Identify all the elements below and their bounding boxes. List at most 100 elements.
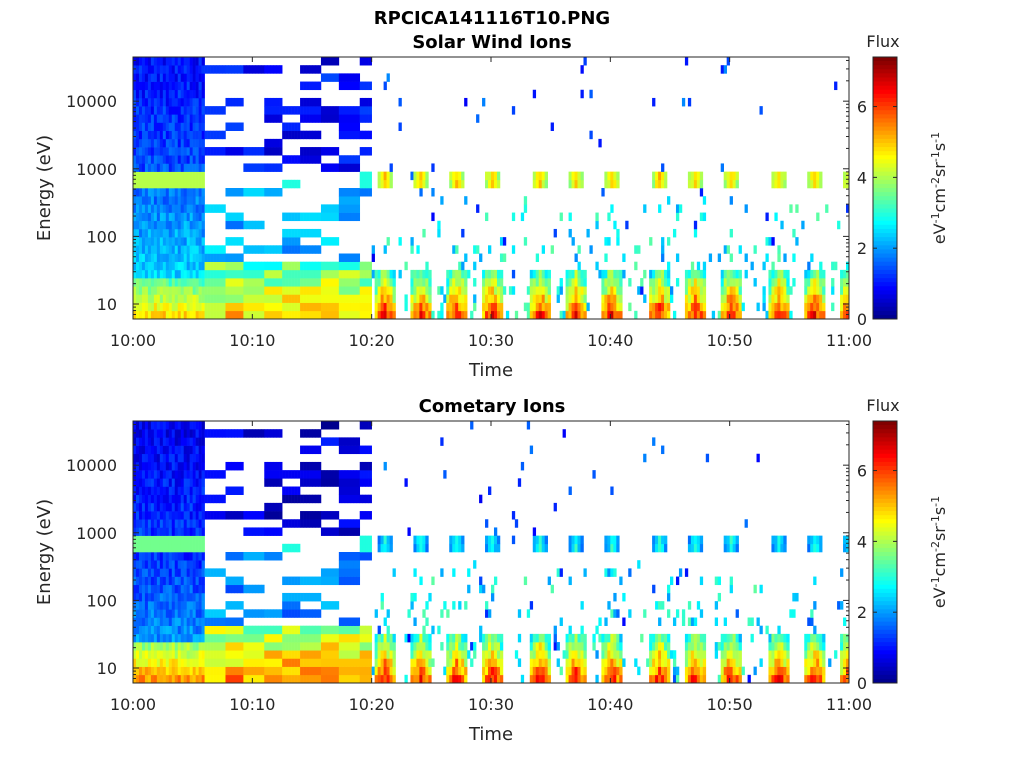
- heatmap-cell: [574, 294, 578, 303]
- heatmap-cell: [192, 617, 196, 626]
- heatmap-cell: [186, 633, 190, 643]
- heatmap-cell: [252, 584, 256, 594]
- heatmap-cell: [681, 617, 686, 626]
- heatmap-cell: [171, 204, 176, 213]
- heatmap-cell: [687, 617, 692, 626]
- heatmap-cell: [350, 73, 355, 82]
- heatmap-cell: [189, 642, 193, 651]
- heatmap-cell: [195, 81, 199, 91]
- heatmap-cell: [350, 642, 355, 651]
- colorbar-segment: [873, 245, 897, 250]
- heatmap-cell: [362, 278, 366, 287]
- heatmap-cell: [133, 642, 137, 651]
- heatmap-cell: [344, 163, 349, 172]
- heatmap-cell: [317, 97, 322, 107]
- heatmap-cell: [150, 294, 155, 303]
- heatmap-cell: [338, 642, 343, 651]
- heatmap-cell: [422, 269, 426, 279]
- heatmap-cell: [320, 237, 325, 246]
- heatmap-cell: [717, 253, 722, 262]
- heatmap-cell: [383, 543, 387, 553]
- heatmap-cell: [168, 138, 173, 148]
- heatmap-cell: [335, 261, 340, 271]
- heatmap-cell: [300, 429, 304, 438]
- heatmap-cell: [795, 204, 799, 213]
- heatmap-cell: [162, 584, 167, 594]
- heatmap-cell: [186, 453, 190, 463]
- heatmap-cell: [368, 147, 372, 156]
- heatmap-cell: [565, 278, 569, 287]
- heatmap-cell: [768, 269, 772, 279]
- heatmap-cell: [320, 310, 325, 320]
- heatmap-cell: [168, 253, 173, 262]
- heatmap-cell: [491, 535, 495, 545]
- heatmap-cell: [270, 302, 274, 312]
- heatmap-cell: [365, 511, 369, 520]
- heatmap-cell: [141, 286, 146, 295]
- heatmap-cell: [329, 57, 334, 66]
- heatmap-cell: [186, 592, 190, 602]
- heatmap-cell: [180, 502, 185, 512]
- heatmap-cell: [282, 494, 286, 504]
- heatmap-cell: [314, 666, 319, 676]
- heatmap-cell: [183, 228, 187, 238]
- heatmap-cell: [449, 269, 453, 279]
- heatmap-cell: [177, 461, 182, 471]
- heatmap-cell: [189, 130, 193, 140]
- heatmap-cell: [496, 650, 501, 659]
- heatmap-cell: [147, 196, 152, 205]
- heatmap-cell: [610, 666, 614, 676]
- heatmap-cell: [180, 179, 185, 189]
- heatmap-cell: [607, 179, 611, 189]
- heatmap-cell: [300, 228, 304, 238]
- heatmap-cell: [255, 650, 259, 659]
- heatmap-cell: [291, 666, 295, 676]
- heatmap-cell: [141, 122, 146, 131]
- heatmap-cell: [210, 650, 214, 659]
- heatmap-cell: [144, 196, 149, 205]
- heatmap-cell: [180, 633, 185, 643]
- heatmap-cell: [338, 650, 343, 659]
- heatmap-cell: [174, 601, 179, 610]
- heatmap-cell: [273, 478, 277, 487]
- heatmap-cell: [359, 294, 364, 303]
- heatmap-cell: [267, 106, 271, 115]
- heatmap-cell: [320, 666, 325, 676]
- heatmap-cell: [156, 237, 161, 246]
- heatmap-cell: [144, 155, 149, 164]
- heatmap-cell: [416, 278, 420, 287]
- heatmap-cell: [661, 642, 665, 651]
- heatmap-cell: [201, 461, 205, 471]
- heatmap-cell: [568, 302, 572, 312]
- heatmap-cell: [282, 470, 286, 479]
- heatmap-cell: [150, 560, 155, 569]
- heatmap-cell: [141, 57, 146, 66]
- heatmap-cell: [213, 269, 217, 279]
- heatmap-cell: [234, 294, 238, 303]
- heatmap-cell: [425, 269, 429, 279]
- heatmap-cell: [732, 171, 736, 181]
- heatmap-cell: [580, 625, 584, 635]
- heatmap-cell: [491, 633, 495, 643]
- heatmap-cell: [356, 560, 361, 569]
- heatmap-cell: [189, 478, 193, 487]
- heatmap-cell: [258, 261, 262, 271]
- heatmap-cell: [174, 228, 179, 238]
- heatmap-cell: [300, 245, 304, 254]
- heatmap-cell: [425, 658, 429, 667]
- heatmap-cell: [404, 294, 408, 303]
- heatmap-cell: [458, 286, 462, 295]
- heatmap-cell: [383, 666, 387, 676]
- heatmap-cell: [667, 286, 671, 295]
- heatmap-cell: [341, 470, 346, 479]
- heatmap-cell: [446, 674, 450, 684]
- heatmap-cell: [198, 601, 202, 610]
- heatmap-cell: [153, 674, 158, 684]
- heatmap-cell: [461, 658, 465, 667]
- heatmap-cell: [661, 601, 665, 610]
- heatmap-cell: [159, 592, 164, 602]
- heatmap-cell: [595, 674, 599, 684]
- heatmap-cell: [613, 609, 617, 618]
- heatmap-cell: [186, 114, 190, 123]
- heatmap-cell: [437, 220, 441, 230]
